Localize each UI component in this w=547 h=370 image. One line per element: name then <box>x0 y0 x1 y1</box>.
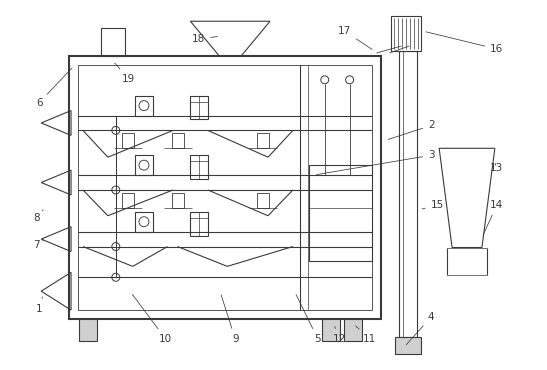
Text: 9: 9 <box>221 295 238 344</box>
Bar <box>79 319 97 341</box>
Bar <box>392 16 421 51</box>
Text: 11: 11 <box>356 326 376 344</box>
Bar <box>172 193 184 208</box>
Text: 17: 17 <box>338 26 372 50</box>
Bar <box>135 212 153 232</box>
Bar <box>122 134 133 148</box>
Text: 13: 13 <box>490 163 503 173</box>
Text: 19: 19 <box>115 63 135 84</box>
Bar <box>78 65 373 310</box>
Text: 15: 15 <box>422 200 444 210</box>
Bar <box>101 28 125 56</box>
Bar <box>190 212 208 236</box>
Text: 8: 8 <box>33 210 43 223</box>
Text: 6: 6 <box>36 68 72 108</box>
Bar <box>399 51 417 337</box>
Bar <box>69 56 381 319</box>
Bar <box>135 155 153 175</box>
Bar <box>344 319 362 341</box>
Text: 5: 5 <box>296 295 321 344</box>
Bar <box>172 134 184 148</box>
Bar <box>309 165 373 262</box>
Text: 14: 14 <box>483 200 503 235</box>
Text: 3: 3 <box>317 150 434 175</box>
Bar <box>395 337 421 354</box>
Bar <box>257 134 269 148</box>
Text: 1: 1 <box>36 297 43 314</box>
Text: 10: 10 <box>132 295 172 344</box>
Text: 7: 7 <box>33 239 43 249</box>
Bar <box>190 96 208 120</box>
Bar <box>190 155 208 179</box>
Bar <box>257 193 269 208</box>
Bar <box>122 193 133 208</box>
Text: 12: 12 <box>333 327 346 344</box>
Text: 18: 18 <box>192 34 218 44</box>
Bar <box>135 96 153 115</box>
Text: 2: 2 <box>388 121 434 139</box>
Bar <box>322 319 340 341</box>
Text: 4: 4 <box>406 312 434 345</box>
Text: 16: 16 <box>426 32 503 54</box>
